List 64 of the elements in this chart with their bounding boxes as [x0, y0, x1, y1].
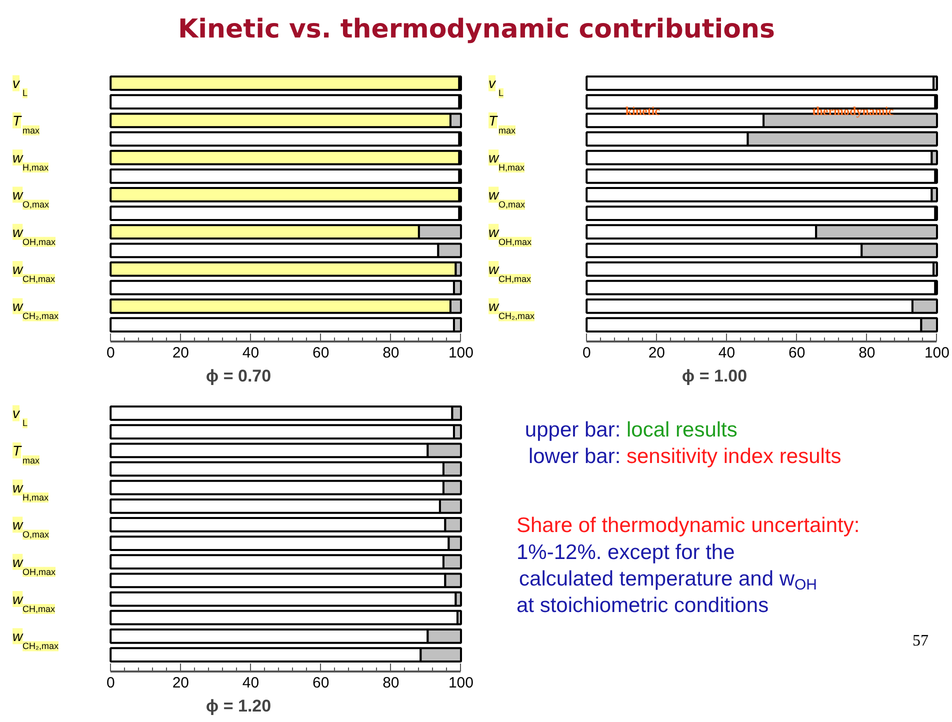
text: Share of thermodynamic uncertainty:: [516, 514, 860, 538]
x-tick-label: 20: [648, 344, 666, 362]
x-tick-label: 60: [788, 344, 806, 362]
bar: [110, 187, 460, 202]
y-tick-label: vL: [12, 405, 28, 428]
y-tick-label: wH,max: [488, 150, 526, 173]
x-tick-label: 80: [858, 344, 876, 362]
text: local results: [626, 418, 738, 442]
y-tick-label: Tmax: [12, 442, 40, 466]
y-tick-label: wO,max: [488, 186, 526, 210]
bar: [110, 168, 460, 184]
y-tick-label: wCH₂,max: [12, 298, 60, 322]
y-tick-label: wCH₂,max: [488, 298, 536, 322]
x-tick-label: 100: [448, 344, 474, 362]
bar: [110, 94, 460, 110]
text: 57: [912, 632, 928, 650]
bar: [110, 206, 460, 221]
bar: [586, 261, 934, 277]
text: at stoichiometric conditions: [516, 594, 769, 618]
x-tick-label: 40: [242, 344, 260, 362]
x-axis-title: ϕ = 1.20: [206, 696, 272, 716]
bar: [586, 206, 936, 221]
y-tick-label: wCH₂,max: [12, 628, 60, 652]
x-tick-label: 80: [382, 344, 400, 362]
y-tick-label: wO,max: [12, 516, 50, 540]
x-tick-label: 0: [582, 344, 591, 362]
text: lower bar:: [528, 445, 621, 468]
y-tick-label: vL: [488, 75, 504, 98]
x-tick-label: 100: [924, 344, 950, 362]
bar: [586, 280, 936, 296]
text: upper bar:: [524, 418, 621, 442]
x-tick-label: 20: [172, 674, 190, 692]
y-tick-label: wCH,max: [488, 261, 532, 284]
y-tick-label: wCH,max: [12, 591, 56, 614]
x-tick-label: 40: [718, 344, 736, 362]
y-tick-label: wH,max: [12, 150, 50, 173]
x-tick-label: 0: [106, 674, 115, 692]
x-axis-title: ϕ = 1.00: [682, 366, 748, 386]
text: Kinetic vs. thermodynamic contributions: [178, 14, 776, 44]
y-tick-label: wCH,max: [12, 261, 56, 284]
x-tick-label: 0: [106, 344, 115, 362]
y-tick-label: wOH,max: [12, 554, 56, 577]
bar: [586, 76, 934, 91]
x-tick-label: 80: [382, 674, 400, 692]
text: 1%-12%. except for the: [516, 540, 735, 564]
x-tick-label: 40: [242, 674, 260, 692]
y-tick-label: vL: [12, 75, 28, 98]
y-tick-label: Tmax: [488, 112, 516, 136]
x-tick-label: 60: [312, 674, 330, 692]
y-tick-label: wOH,max: [12, 224, 56, 247]
x-tick-label: 20: [172, 344, 190, 362]
y-tick-label: wH,max: [12, 480, 50, 503]
bar: [110, 150, 460, 166]
x-axis-title: ϕ = 0.70: [206, 366, 272, 386]
bar: [586, 168, 936, 184]
x-tick-label: 60: [312, 344, 330, 362]
y-tick-label: wO,max: [12, 186, 50, 210]
y-tick-label: wOH,max: [488, 224, 532, 247]
bar: [110, 610, 458, 626]
text: sensitivity index results: [626, 445, 842, 468]
bar: [110, 76, 460, 91]
bar: [110, 131, 460, 147]
y-tick-label: Tmax: [12, 112, 40, 136]
x-tick-label: 100: [448, 674, 474, 692]
